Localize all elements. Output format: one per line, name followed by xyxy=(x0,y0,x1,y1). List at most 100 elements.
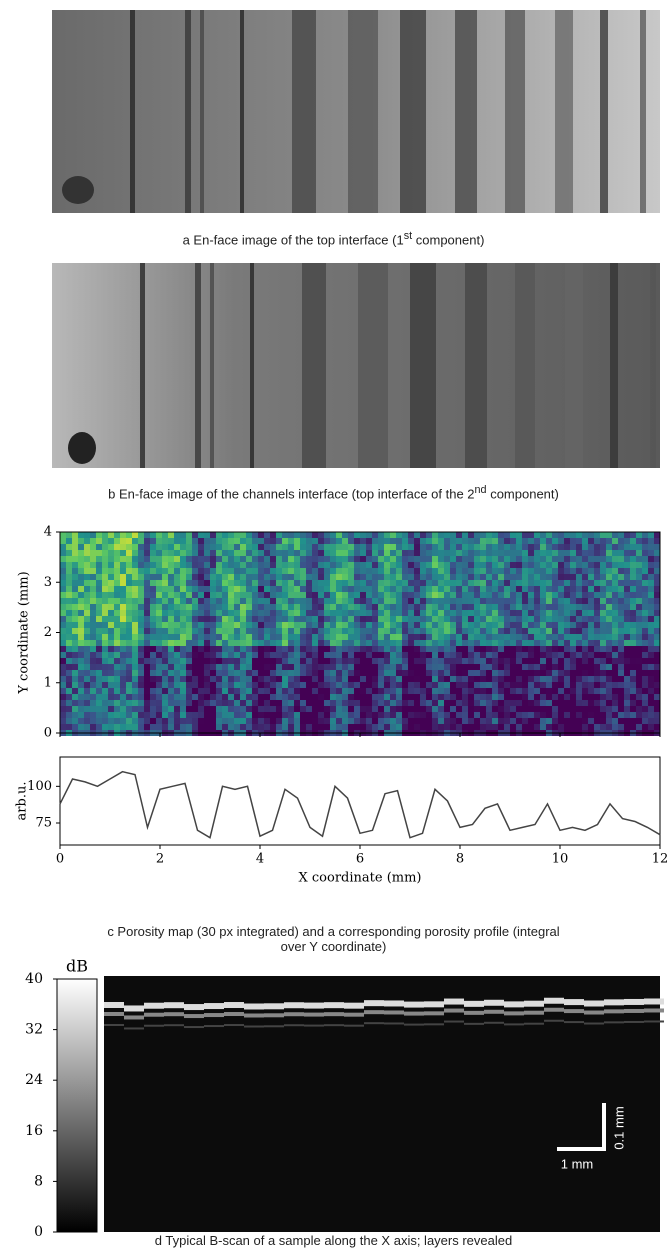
heatmap-cell xyxy=(306,670,312,676)
heatmap-cell xyxy=(168,694,174,700)
heatmap-cell xyxy=(252,586,258,592)
heatmap-cell xyxy=(108,718,114,724)
heatmap-cell xyxy=(360,544,366,550)
heatmap-cell xyxy=(198,706,204,712)
heatmap-cell xyxy=(444,634,450,640)
heatmap-cell xyxy=(264,532,270,538)
heatmap-cell xyxy=(612,688,618,694)
heatmap-cell xyxy=(444,562,450,568)
heatmap-cell xyxy=(72,694,78,700)
heatmap-cell xyxy=(372,676,378,682)
heatmap-cell xyxy=(336,616,342,622)
heatmap-cell xyxy=(114,544,120,550)
heatmap-cell xyxy=(654,706,660,712)
heatmap-cell xyxy=(336,568,342,574)
heatmap-cell xyxy=(186,604,192,610)
heatmap-cell xyxy=(174,586,180,592)
heatmap-cell xyxy=(612,670,618,676)
heatmap-cell xyxy=(330,640,336,646)
heatmap-cell xyxy=(324,694,330,700)
heatmap-cell xyxy=(474,724,480,730)
heatmap-cell xyxy=(612,568,618,574)
heatmap-cell xyxy=(174,562,180,568)
layer xyxy=(144,1025,164,1027)
heatmap-cell xyxy=(210,568,216,574)
layer xyxy=(484,1000,504,1006)
heatmap-cell xyxy=(336,646,342,652)
heatmap-cell xyxy=(306,532,312,538)
layer xyxy=(324,1002,344,1008)
heatmap-cell xyxy=(186,586,192,592)
heatmap-cell xyxy=(312,718,318,724)
heatmap-cell xyxy=(606,556,612,562)
heatmap-cell xyxy=(462,688,468,694)
heatmap-cell xyxy=(108,676,114,682)
heatmap-cell xyxy=(114,610,120,616)
heatmap-cell xyxy=(366,682,372,688)
heatmap-cell xyxy=(618,634,624,640)
heatmap-cell xyxy=(60,604,66,610)
heatmap-cell xyxy=(636,616,642,622)
heatmap-cell xyxy=(540,724,546,730)
heatmap-cell xyxy=(300,568,306,574)
heatmap-cell xyxy=(576,652,582,658)
heatmap-cell xyxy=(354,562,360,568)
heatmap-cell xyxy=(240,664,246,670)
defect xyxy=(62,176,94,204)
heatmap-cell xyxy=(444,532,450,538)
heatmap-cell xyxy=(570,562,576,568)
heatmap-cell xyxy=(390,724,396,730)
heatmap-cell xyxy=(228,706,234,712)
heatmap-cell xyxy=(336,562,342,568)
heatmap-cell xyxy=(570,568,576,574)
heatmap-cell xyxy=(588,532,594,538)
heatmap-cell xyxy=(126,640,132,646)
heatmap-cell xyxy=(540,610,546,616)
heatmap-cell xyxy=(642,652,648,658)
heatmap-cell xyxy=(96,604,102,610)
heatmap-cell xyxy=(162,706,168,712)
heatmap-cell xyxy=(144,556,150,562)
heatmap-cell xyxy=(438,616,444,622)
heatmap-cell xyxy=(642,598,648,604)
heatmap-cell xyxy=(120,670,126,676)
heatmap-cell xyxy=(312,544,318,550)
heatmap-cell xyxy=(282,598,288,604)
heatmap-cell xyxy=(342,550,348,556)
heatmap-cell xyxy=(642,628,648,634)
heatmap-cell xyxy=(384,574,390,580)
heatmap-cell xyxy=(156,676,162,682)
heatmap-cell xyxy=(492,634,498,640)
heatmap-cell xyxy=(408,556,414,562)
heatmap-cell xyxy=(462,562,468,568)
heatmap-cell xyxy=(114,532,120,538)
heatmap-cell xyxy=(480,700,486,706)
heatmap-cell xyxy=(240,544,246,550)
heatmap-cell xyxy=(594,550,600,556)
heatmap-cell xyxy=(102,676,108,682)
heatmap-cell xyxy=(306,724,312,730)
heatmap-cell xyxy=(102,598,108,604)
heatmap-cell xyxy=(558,532,564,538)
heatmap-cell xyxy=(324,640,330,646)
heatmap-cell xyxy=(396,562,402,568)
heatmap-cell xyxy=(480,724,486,730)
heatmap-cell xyxy=(132,652,138,658)
heatmap-cell xyxy=(276,538,282,544)
heatmap-cell xyxy=(312,646,318,652)
heatmap-cell xyxy=(270,652,276,658)
heatmap-cell xyxy=(240,676,246,682)
heatmap-cell xyxy=(618,682,624,688)
heatmap-cell xyxy=(126,712,132,718)
heatmap-cell xyxy=(528,532,534,538)
heatmap-cell xyxy=(426,586,432,592)
heatmap-cell xyxy=(120,532,126,538)
heatmap-cell xyxy=(420,592,426,598)
heatmap-cell xyxy=(144,532,150,538)
heatmap-cell xyxy=(402,634,408,640)
heatmap-cell xyxy=(150,550,156,556)
heatmap-cell xyxy=(168,688,174,694)
heatmap-cell xyxy=(366,550,372,556)
heatmap-cell xyxy=(432,724,438,730)
heatmap-cell xyxy=(618,562,624,568)
